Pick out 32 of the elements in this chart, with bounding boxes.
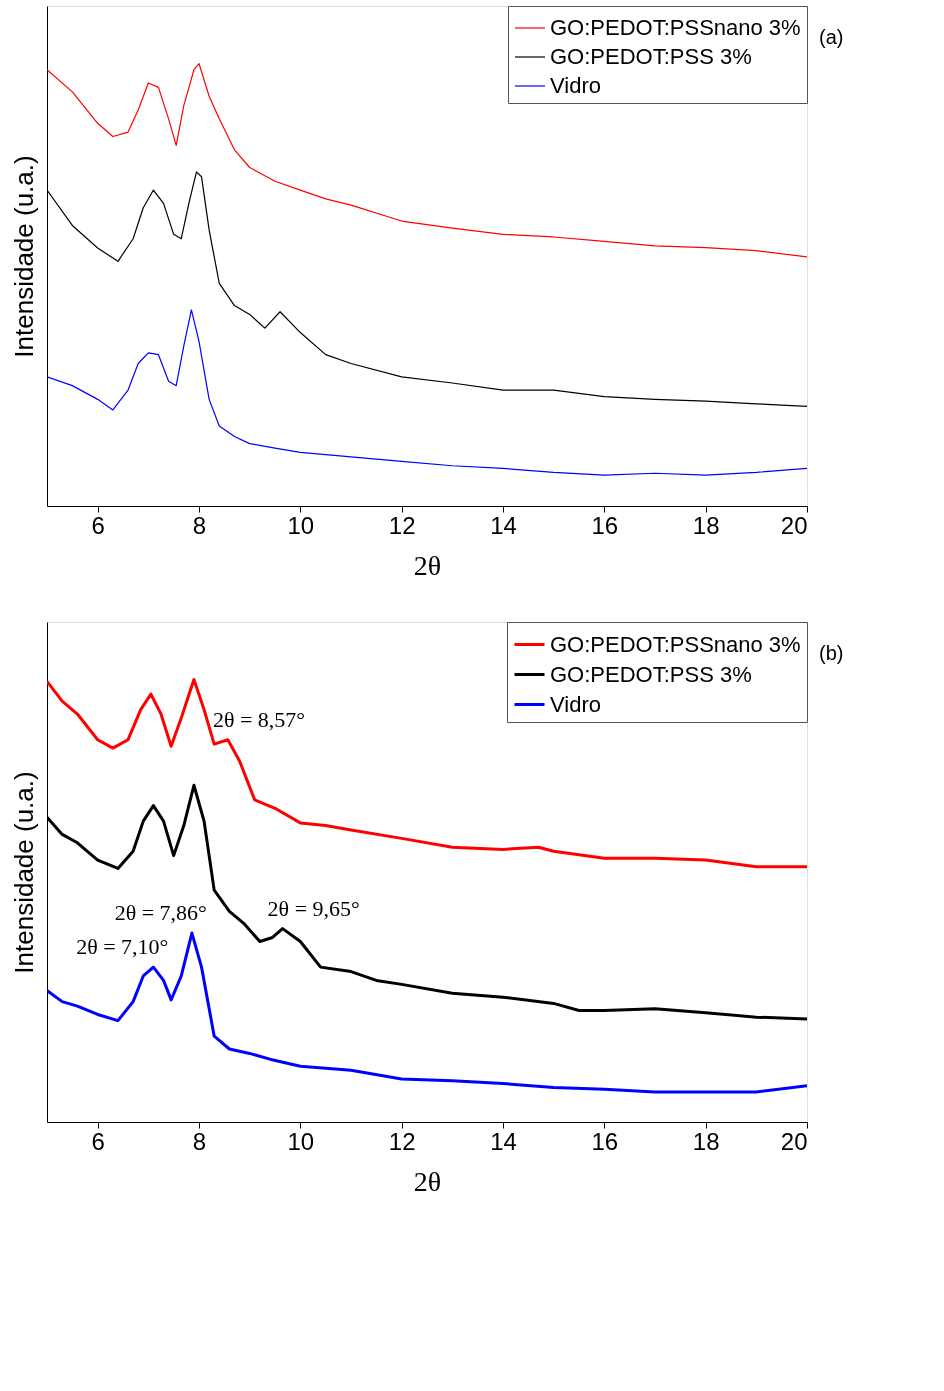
x-tick-label: 12 <box>388 511 416 539</box>
annotation: 2θ = 8,57° <box>212 706 306 732</box>
legend-label: GO:PEDOT:PSSnano 3% <box>550 631 801 657</box>
x-tick-label: 18 <box>692 1127 720 1155</box>
y-axis-title: Intensidade (u.a.) <box>8 771 39 974</box>
x-tick-label: 20 <box>780 511 808 539</box>
x-tick-label: 10 <box>287 511 315 539</box>
x-tick-label: 20 <box>780 1127 808 1155</box>
x-tick-label: 6 <box>91 511 105 539</box>
x-tick-label: 16 <box>591 1127 619 1155</box>
x-tick-label: 16 <box>591 511 619 539</box>
legend-label: Vidro <box>550 691 601 717</box>
legend-label: Vidro <box>550 73 601 98</box>
x-tick-label: 8 <box>192 511 207 539</box>
x-tick-label: 14 <box>490 511 517 539</box>
x-tick-label: 10 <box>287 1127 315 1155</box>
text: (a) <box>819 26 844 48</box>
x-tick-label: 8 <box>192 1127 207 1155</box>
annotation: 2θ = 7,86° <box>114 900 207 926</box>
legend-label: GO:PEDOT:PSS 3% <box>550 44 752 69</box>
x-tick-label: 14 <box>490 1127 517 1155</box>
x-tick-label: 12 <box>388 1127 416 1155</box>
text: (b) <box>819 642 844 664</box>
x-axis-title: 2θ <box>413 549 442 581</box>
annotation: 2θ = 7,10° <box>76 934 169 960</box>
y-axis-title: Intensidade (u.a.) <box>8 155 39 358</box>
x-tick-label: 18 <box>692 511 720 539</box>
x-axis-title: 2θ <box>413 1165 442 1197</box>
x-tick-label: 6 <box>91 1127 105 1155</box>
legend-label: GO:PEDOT:PSS 3% <box>550 661 752 687</box>
annotation: 2θ = 9,65° <box>267 895 360 921</box>
legend-label: GO:PEDOT:PSSnano 3% <box>550 15 801 40</box>
